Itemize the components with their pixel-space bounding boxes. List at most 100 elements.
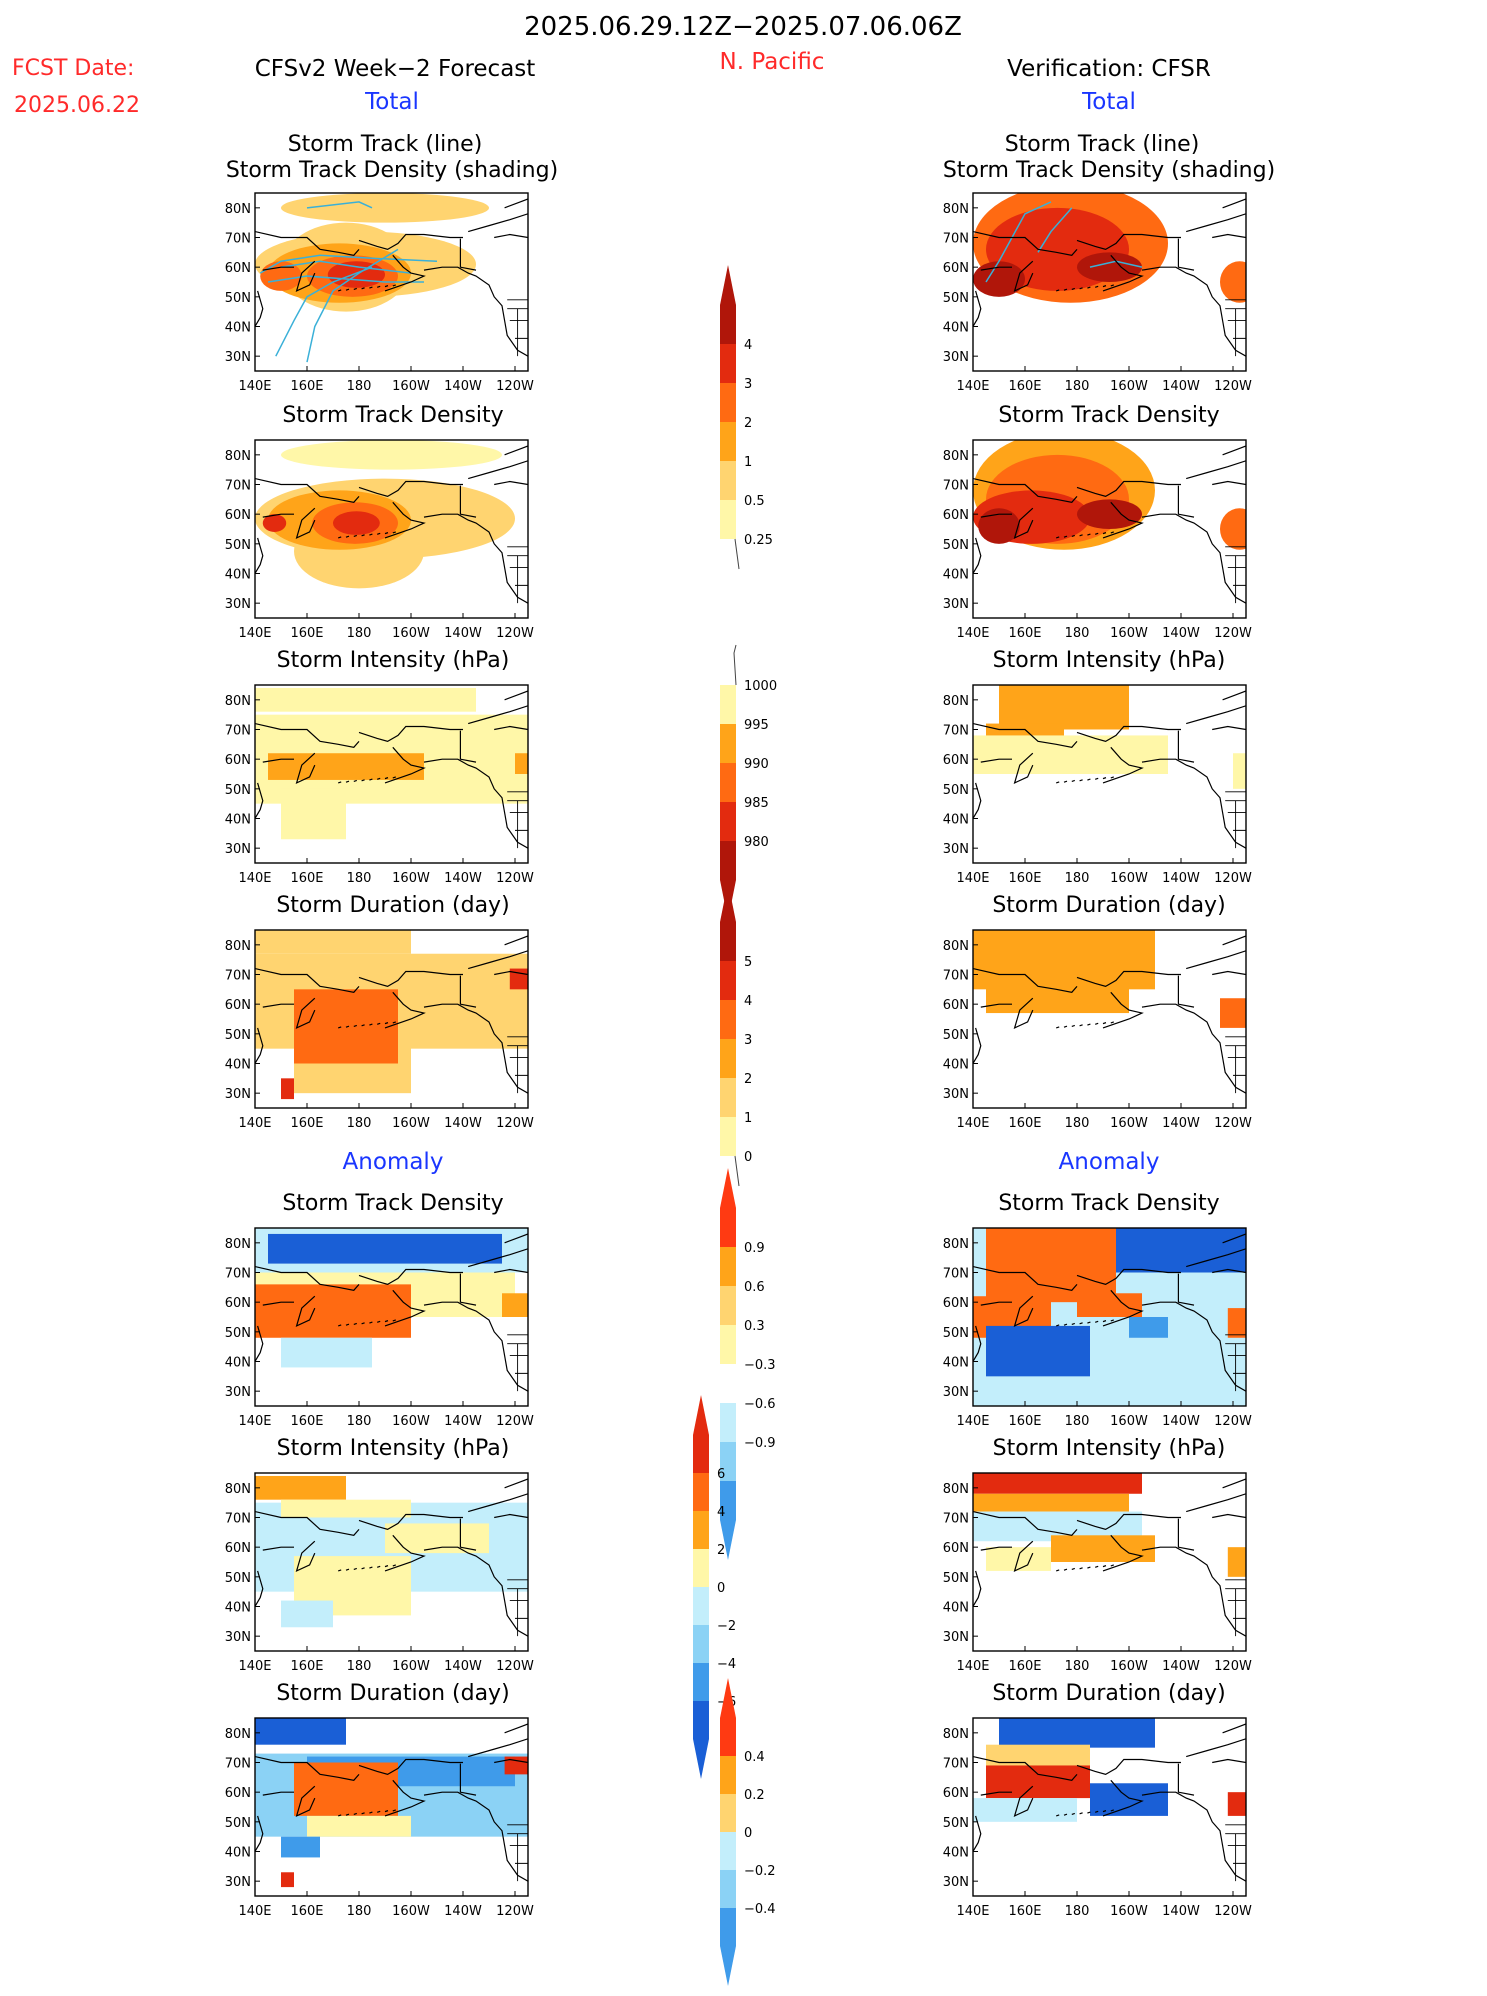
x-tick-label: 160E xyxy=(290,379,323,394)
shaded-region xyxy=(1220,261,1246,303)
colorbar-label: 6 xyxy=(717,1467,725,1482)
colorbar-label: 3 xyxy=(744,1033,752,1048)
y-tick-label: 30N xyxy=(225,350,251,365)
y-tick-label: 30N xyxy=(225,842,251,857)
x-tick-label: 180 xyxy=(347,1116,372,1131)
x-tick-label: 160W xyxy=(1110,1116,1148,1131)
x-tick-label: 160E xyxy=(290,871,323,886)
map-frame xyxy=(972,1472,1247,1652)
map-frame xyxy=(972,929,1247,1109)
colorbar-segment xyxy=(720,461,736,500)
y-tick-label: 30N xyxy=(225,1630,251,1645)
map-frame xyxy=(254,1472,529,1652)
colorbar-segment xyxy=(720,1364,736,1403)
y-tick-label: 40N xyxy=(225,1601,251,1616)
y-tick-label: 50N xyxy=(943,538,969,553)
map-frame xyxy=(972,684,1247,864)
y-tick-label: 70N xyxy=(225,1267,251,1282)
panel-title-anom-duration-right: Storm Duration (day) xyxy=(992,1681,1226,1706)
colorbar-segment xyxy=(720,383,736,422)
x-tick-label: 160W xyxy=(1110,1414,1148,1429)
right-column-title: Verification: CFSR xyxy=(1007,56,1211,82)
y-tick-label: 30N xyxy=(943,1630,969,1645)
total-duration-colorbar: 5 4 3 2 1 0 xyxy=(720,882,752,1187)
x-tick-label: 120W xyxy=(496,1904,534,1919)
colorbar-label: 4 xyxy=(744,338,752,353)
y-tick-label: 60N xyxy=(943,1786,969,1801)
shaded-region xyxy=(281,1499,411,1518)
x-tick-label: 140W xyxy=(1162,1904,1200,1919)
shaded-region xyxy=(973,735,1168,774)
colorbar-label: −0.9 xyxy=(744,1436,776,1451)
y-tick-label: 70N xyxy=(225,479,251,494)
y-tick-label: 50N xyxy=(943,783,969,798)
y-tick-label: 80N xyxy=(225,1237,251,1252)
y-tick-label: 60N xyxy=(225,261,251,276)
colorbar-label: 1 xyxy=(744,1111,752,1126)
x-tick-label: 140W xyxy=(444,1659,482,1674)
y-tick-label: 30N xyxy=(943,842,969,857)
map-frame xyxy=(254,684,529,864)
y-tick-label: 40N xyxy=(225,1058,251,1073)
y-tick-label: 60N xyxy=(225,1541,251,1556)
x-tick-label: 160E xyxy=(1008,871,1041,886)
y-tick-label: 60N xyxy=(225,998,251,1013)
x-tick-label: 160W xyxy=(1110,626,1148,641)
colorbar-label: 0.25 xyxy=(744,533,773,548)
shaded-region xyxy=(986,1744,1090,1769)
map-frame xyxy=(972,1717,1247,1897)
colorbar-segment xyxy=(720,1870,736,1908)
shaded-region xyxy=(1227,1308,1246,1338)
x-tick-label: 140W xyxy=(444,379,482,394)
x-tick-label: 140E xyxy=(238,379,271,394)
panel-title-track-shading-left: Storm Track Density (shading) xyxy=(225,158,559,183)
y-tick-label: 30N xyxy=(943,1385,969,1400)
y-tick-label: 50N xyxy=(943,291,969,306)
map-frame xyxy=(972,439,1247,619)
x-tick-label: 140W xyxy=(1162,626,1200,641)
map-panel-3: 140E 160E 180 160W 140W 120W 80N 70N 60N 50N 40N 30… xyxy=(225,439,534,641)
x-tick-label: 140E xyxy=(238,1904,271,1919)
y-tick-label: 70N xyxy=(943,232,969,247)
y-tick-label: 60N xyxy=(943,261,969,276)
x-tick-label: 160E xyxy=(290,1414,323,1429)
map-panel-5: 140E 160E 180 160W 140W 120W 80N 70N 60N 50N 40N 30… xyxy=(225,684,534,886)
y-tick-label: 60N xyxy=(225,508,251,523)
shaded-region xyxy=(1077,252,1142,282)
colorbar-segment xyxy=(693,1549,709,1587)
colorbar-segment xyxy=(720,1286,736,1325)
shaded-region xyxy=(986,1765,1090,1799)
shaded-region xyxy=(1051,1535,1155,1562)
x-tick-label: 160W xyxy=(1110,871,1148,886)
x-tick-label: 120W xyxy=(1214,1659,1252,1674)
colorbar-label: −2 xyxy=(717,1619,736,1634)
x-tick-label: 180 xyxy=(1065,871,1090,886)
storm-track-line xyxy=(267,275,424,283)
x-tick-label: 160W xyxy=(392,871,430,886)
x-tick-label: 140E xyxy=(238,1659,271,1674)
x-tick-label: 180 xyxy=(347,1904,372,1919)
y-tick-label: 70N xyxy=(943,1267,969,1282)
x-tick-label: 180 xyxy=(1065,626,1090,641)
colorbar-segment xyxy=(720,841,736,920)
y-tick-label: 80N xyxy=(943,202,969,217)
colorbar-label: 0.9 xyxy=(744,1241,765,1256)
x-tick-label: 140E xyxy=(956,379,989,394)
colorbar-label: 985 xyxy=(744,796,769,811)
colorbar-label: 0 xyxy=(717,1581,725,1596)
y-tick-label: 60N xyxy=(225,1296,251,1311)
x-tick-label: 180 xyxy=(347,379,372,394)
colorbar-segment xyxy=(720,1794,736,1832)
shaded-region xyxy=(973,1493,1129,1512)
x-tick-label: 120W xyxy=(496,626,534,641)
panel-title-track-line-right: Storm Track (line) xyxy=(1004,132,1200,157)
shaded-region xyxy=(255,687,476,712)
y-tick-label: 50N xyxy=(225,1571,251,1586)
map-frame xyxy=(254,1717,529,1897)
shaded-region xyxy=(1077,1293,1142,1317)
colorbar-label: 5 xyxy=(744,955,752,970)
y-tick-label: 80N xyxy=(225,1482,251,1497)
colorbar-label: 995 xyxy=(744,718,769,733)
colorbar-label: 0.6 xyxy=(744,1280,765,1295)
y-tick-label: 80N xyxy=(225,202,251,217)
